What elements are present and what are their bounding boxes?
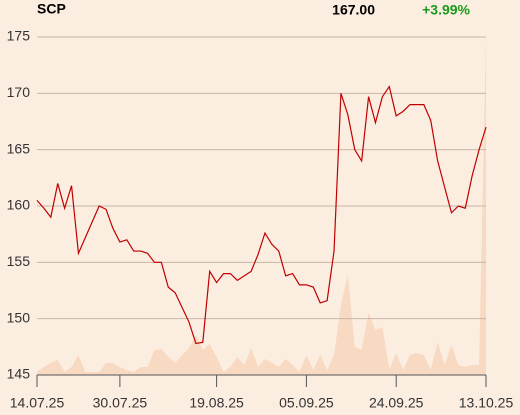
x-tick-label: 14.07.25 — [10, 395, 65, 411]
y-tick-label: 150 — [7, 309, 31, 325]
y-tick-label: 170 — [7, 84, 31, 100]
y-tick-label: 165 — [7, 140, 31, 156]
price-line — [36, 85, 487, 345]
y-tick-label: 145 — [7, 366, 31, 382]
x-tick-label: 24.09.25 — [369, 395, 424, 411]
symbol: SCP — [37, 1, 66, 17]
x-tick-label: 19.08.25 — [189, 395, 244, 411]
last-price: 167.00 — [332, 2, 375, 18]
y-tick-label: 160 — [7, 197, 31, 213]
y-tick-label: 175 — [7, 28, 31, 44]
x-tick-label: 05.09.25 — [279, 395, 334, 411]
x-tick-label: 30.07.25 — [93, 395, 148, 411]
change: +3.99% — [422, 2, 470, 18]
y-tick-label: 155 — [7, 253, 31, 269]
x-tick-label: 13.10.25 — [459, 395, 514, 411]
